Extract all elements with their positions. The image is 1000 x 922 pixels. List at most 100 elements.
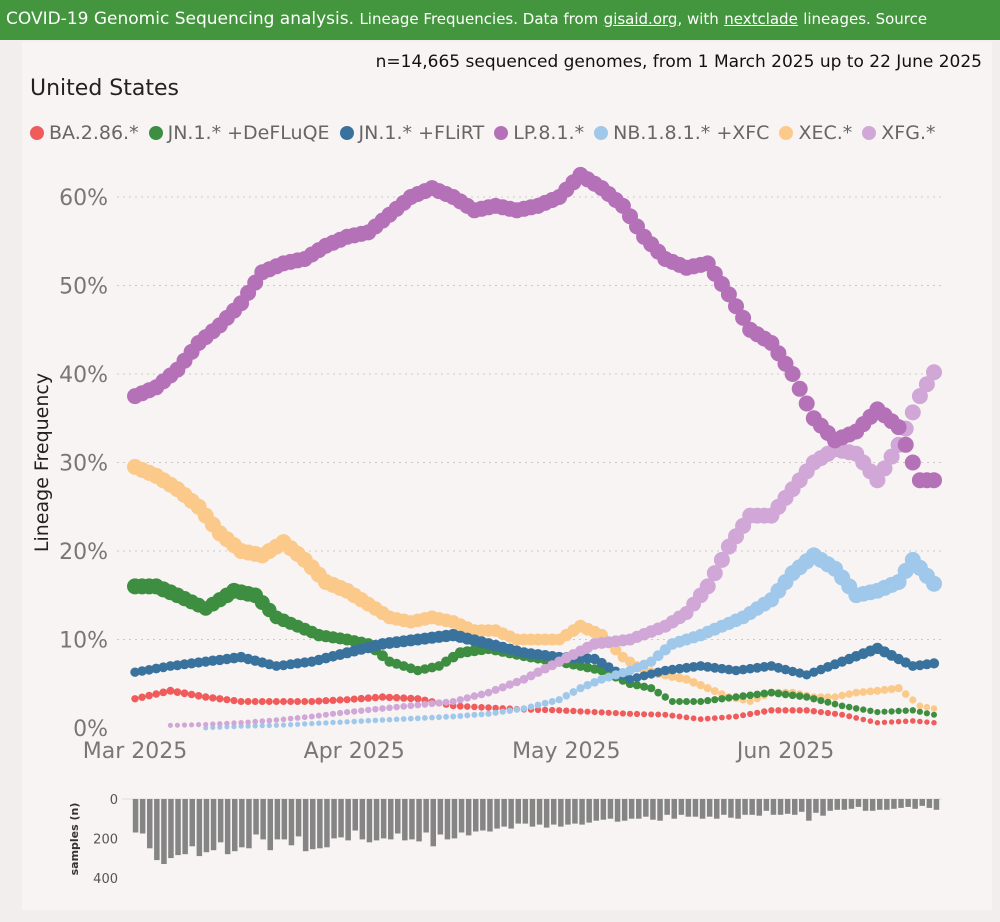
data-point <box>237 698 245 705</box>
legend-item-xec[interactable]: XEC.* <box>779 122 852 144</box>
legend-item-jn-1-defluqe[interactable]: JN.1.* +DeFLuQE <box>148 122 330 144</box>
data-point <box>733 713 739 720</box>
data-point <box>357 694 365 703</box>
legend-item-nb-1-8-1-xfc[interactable]: NB.1.8.1.* +XFC <box>594 122 769 144</box>
sample-bar <box>338 799 344 838</box>
data-point <box>463 694 471 702</box>
data-point <box>421 700 429 708</box>
data-point <box>584 708 591 715</box>
data-point <box>846 713 853 720</box>
legend-item-xfg[interactable]: XFG.* <box>862 122 936 144</box>
data-point <box>852 688 861 697</box>
data-point <box>301 714 308 721</box>
data-point <box>697 716 704 722</box>
data-point <box>838 691 846 700</box>
data-point <box>683 698 690 705</box>
gisaid-link[interactable]: gisaid.org <box>603 10 678 28</box>
data-point <box>604 672 614 682</box>
sample-bar <box>529 799 536 827</box>
data-point <box>534 701 542 709</box>
series-nb-1-8-1-xfc <box>203 547 942 731</box>
data-point <box>626 710 634 717</box>
data-point <box>485 704 492 711</box>
data-point <box>209 694 217 702</box>
sample-bar <box>536 799 543 825</box>
data-point <box>831 700 839 708</box>
data-point <box>365 717 372 724</box>
sample-bar <box>891 799 897 809</box>
data-point <box>867 718 874 724</box>
bar-y-tick-label: 200 <box>93 832 118 847</box>
data-point <box>880 685 889 694</box>
data-point <box>280 698 287 705</box>
sample-bar <box>877 799 883 810</box>
sample-bar <box>139 799 146 834</box>
sample-bar <box>189 799 195 847</box>
data-point <box>746 698 754 705</box>
sample-bar <box>543 799 550 828</box>
data-point <box>583 681 592 690</box>
lineage-chart: 0% 10% 20% 30% 40% 50% 60% Mar 2025 Apr 2025 May … <box>31 166 942 887</box>
data-point <box>647 684 656 693</box>
legend-label: BA.2.86.* <box>49 121 139 144</box>
data-point <box>556 707 563 714</box>
data-point <box>718 695 726 703</box>
data-point <box>576 684 585 693</box>
sample-bar <box>203 799 210 853</box>
data-point <box>824 698 832 706</box>
sample-summary: n=14,665 sequenced genomes, from 1 March… <box>375 52 982 72</box>
data-point <box>245 723 251 729</box>
data-point <box>505 680 514 689</box>
data-point <box>265 698 273 705</box>
data-point <box>852 705 860 712</box>
data-point <box>845 703 853 711</box>
data-point <box>590 678 599 687</box>
data-point <box>924 719 930 725</box>
data-point <box>138 693 146 701</box>
legend: BA.2.86.* JN.1.* +DeFLuQE JN.1.* +FLiRT LP.… <box>30 121 946 147</box>
sample-bar <box>862 799 869 811</box>
sample-bar <box>770 799 777 815</box>
legend-item-lp-8-1[interactable]: LP.8.1.* <box>494 122 584 144</box>
data-point <box>358 718 365 724</box>
data-point <box>245 719 251 725</box>
data-point <box>266 717 273 724</box>
legend-item-jn-1-flirt[interactable]: JN.1.* +FLiRT <box>339 122 484 144</box>
legend-swatch <box>494 125 509 140</box>
sample-bar <box>380 799 387 839</box>
data-point <box>533 667 543 677</box>
legend-label: LP.8.1.* <box>513 121 585 144</box>
sample-bar <box>551 799 557 825</box>
data-point <box>377 650 388 662</box>
sample-bar <box>792 799 798 815</box>
data-point <box>159 688 168 697</box>
data-point <box>682 674 691 684</box>
data-point <box>308 713 315 720</box>
sample-bar <box>317 799 323 849</box>
data-point <box>788 691 797 700</box>
data-point <box>909 707 916 714</box>
data-point <box>189 722 195 728</box>
sample-bar <box>253 799 259 835</box>
sample-bar <box>274 799 281 840</box>
sample-bar <box>706 799 713 817</box>
sample-bar <box>721 799 727 815</box>
data-point <box>796 707 803 714</box>
sample-bar <box>239 799 245 848</box>
nextclade-link[interactable]: nextclade <box>724 10 798 28</box>
data-point <box>605 709 612 716</box>
sample-bar <box>813 799 819 813</box>
data-point <box>414 695 422 703</box>
data-point <box>697 698 705 705</box>
sample-bar <box>607 799 614 819</box>
legend-item-ba-2-86[interactable]: BA.2.86.* <box>30 122 139 144</box>
data-point <box>676 698 683 705</box>
chart-card: n=14,665 sequenced genomes, from 1 March… <box>22 42 992 910</box>
data-point <box>747 710 754 718</box>
data-point <box>926 364 942 381</box>
sample-bar <box>685 799 692 817</box>
data-point <box>689 678 698 687</box>
data-point <box>210 721 216 727</box>
data-point <box>780 664 791 675</box>
data-point <box>917 718 923 725</box>
